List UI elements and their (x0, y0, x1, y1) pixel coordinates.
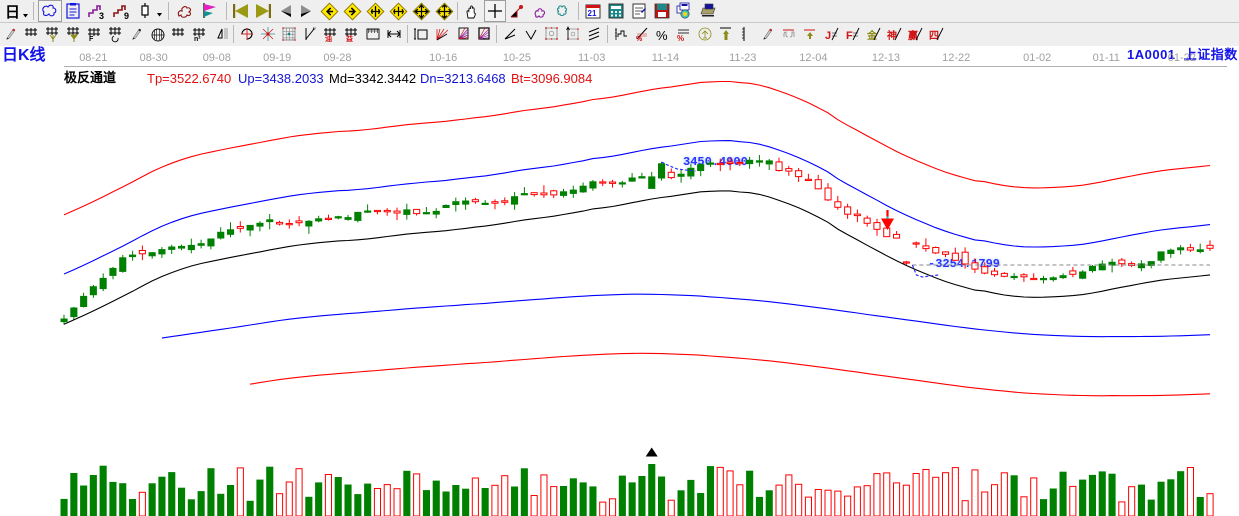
svg-text:n²: n² (194, 36, 201, 42)
svg-text:%: % (636, 36, 643, 42)
svg-text:%: % (677, 34, 684, 42)
svg-text:神: 神 (887, 29, 897, 42)
svg-text:日: 日 (5, 4, 20, 21)
svg-text:21: 21 (588, 9, 597, 18)
svg-text:J: J (825, 30, 831, 42)
svg-text:9: 9 (124, 11, 129, 20)
svg-text:益: 益 (346, 34, 353, 42)
svg-text:": " (312, 26, 316, 36)
svg-text:F: F (89, 36, 94, 42)
svg-text:3: 3 (99, 11, 104, 20)
svg-text:油: 油 (325, 34, 332, 42)
svg-text:F: F (846, 30, 853, 42)
svg-text:赢: 赢 (908, 29, 918, 42)
svg-text:%: % (656, 28, 668, 42)
svg-text:四: 四 (929, 30, 939, 42)
